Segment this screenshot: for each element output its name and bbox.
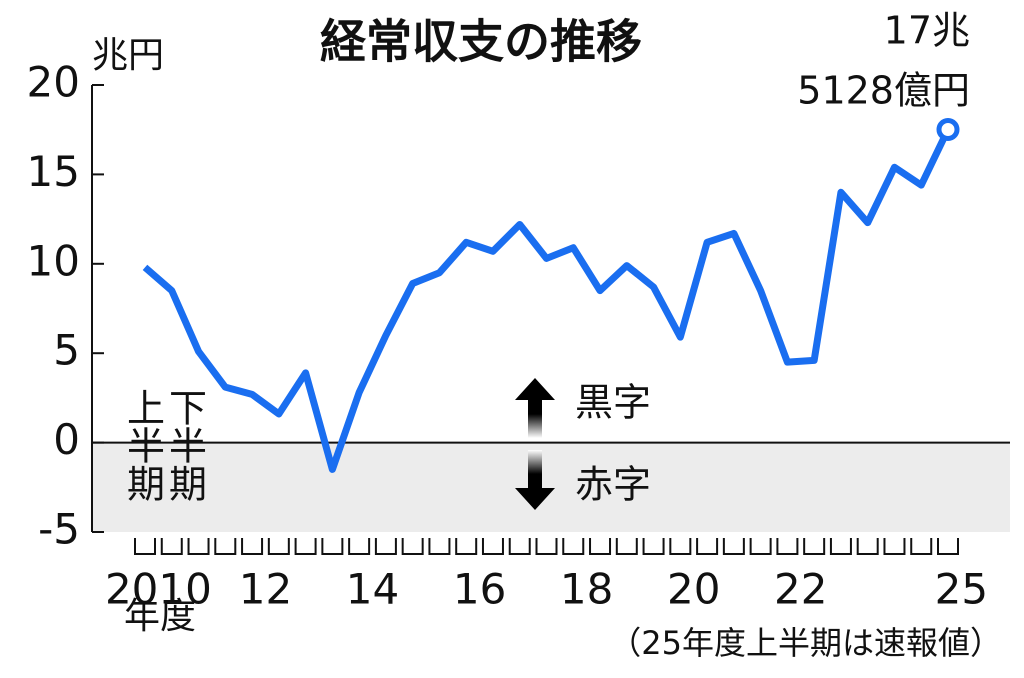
x-tick-box — [937, 538, 959, 555]
x-tick-label: 2010 — [105, 565, 212, 614]
x-tick-label: 12 — [239, 565, 292, 614]
line — [142, 127, 952, 473]
surplus-label: 黒字 — [575, 381, 651, 425]
x-unit: 年度 — [124, 596, 196, 637]
y-tick-label: 10 — [27, 236, 80, 285]
x-tick-box — [803, 538, 826, 555]
x-tick-box — [696, 538, 719, 555]
x-tick-box — [883, 538, 906, 555]
y-tick-label: 0 — [53, 415, 80, 464]
x-tick-box — [374, 538, 397, 555]
x-tick-box — [829, 538, 852, 555]
x-tick-box — [428, 538, 451, 555]
x-tick-box — [508, 538, 531, 555]
x-tick-label: 14 — [346, 565, 399, 614]
x-tick-box — [294, 538, 317, 555]
x-tick-box — [455, 538, 478, 555]
x-tick-box — [776, 538, 799, 555]
x-tick-box — [348, 538, 371, 555]
x-tick-label: 25 — [935, 565, 988, 614]
note: （25年度上半期は速報値） — [609, 624, 1002, 662]
x-tick-box — [187, 538, 210, 555]
annotation: 5128億円 — [797, 69, 970, 113]
x-tick-box — [321, 538, 344, 555]
y-tick-label: 5 — [53, 326, 80, 375]
deficit-zone — [92, 442, 1010, 532]
up-arrow — [515, 378, 555, 438]
chart-title: 経常収支の推移 — [320, 15, 642, 69]
x-tick-label: 22 — [774, 565, 827, 614]
x-tick-label: 18 — [560, 565, 613, 614]
x-tick-box — [241, 538, 264, 555]
x-tick-box — [856, 538, 879, 555]
half-label: 下半期 — [163, 388, 207, 502]
x-tick-label: 20 — [667, 565, 720, 614]
annotation: 17兆 — [884, 9, 970, 53]
x-tick-box — [562, 538, 585, 555]
last-point — [936, 117, 960, 141]
x-tick-box — [401, 538, 424, 555]
y-tick-label: -5 — [38, 505, 80, 554]
y-tick-label: 20 — [27, 58, 80, 107]
x-tick-box — [267, 538, 290, 555]
x-tick-box — [481, 538, 504, 555]
x-tick-box — [134, 538, 156, 555]
down-arrow — [515, 450, 555, 510]
x-tick-box — [160, 538, 183, 555]
y-tick-label: 15 — [27, 147, 80, 196]
x-tick-box — [749, 538, 772, 555]
x-tick-box — [535, 538, 558, 555]
half-label: 上半期 — [121, 388, 165, 502]
x-tick-box — [910, 538, 933, 555]
x-tick-box — [214, 538, 237, 555]
x-tick-label: 16 — [453, 565, 506, 614]
y-unit: 兆円 — [92, 35, 164, 76]
x-tick-box — [642, 538, 665, 555]
x-tick-box — [615, 538, 638, 555]
x-tick-box — [669, 538, 692, 555]
deficit-label: 赤字 — [575, 463, 651, 507]
x-tick-box — [722, 538, 745, 555]
x-tick-box — [589, 538, 612, 555]
